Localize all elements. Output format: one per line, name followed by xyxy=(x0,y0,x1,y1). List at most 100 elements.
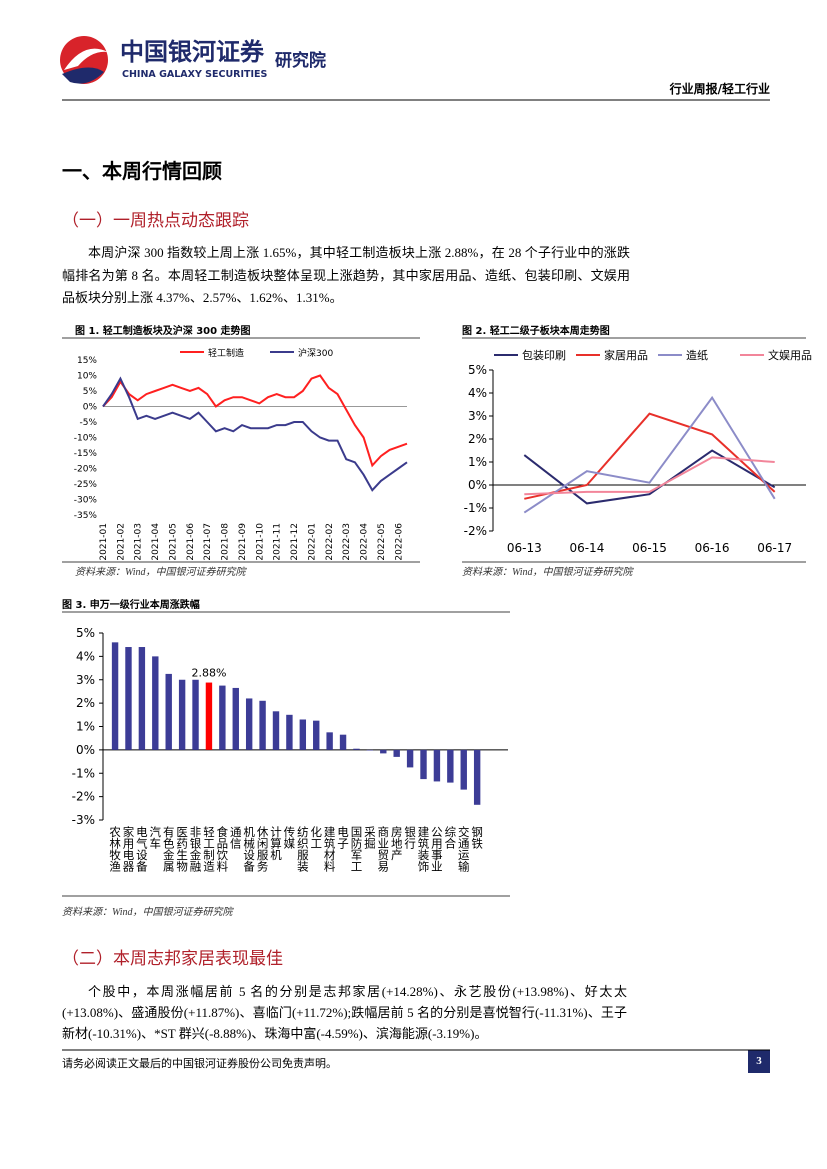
x-tick-label: 2022-01 xyxy=(307,523,317,561)
bar xyxy=(165,673,172,750)
line-series xyxy=(102,374,408,468)
y-tick-label: 0% xyxy=(468,478,487,492)
x-tick-label: 电子 xyxy=(336,826,350,849)
y-tick-label: -1% xyxy=(72,766,95,780)
x-tick-label: 轻工制造 xyxy=(202,825,216,872)
x-tick-label: 2021-06 xyxy=(186,523,196,561)
bar xyxy=(111,642,119,750)
y-tick-label: 15% xyxy=(77,356,97,366)
y-tick-label: 2% xyxy=(468,432,487,446)
y-tick-label: -20% xyxy=(74,465,98,475)
source-note: 资料来源：Wind，中国银河证券研究院 xyxy=(75,567,246,578)
x-tick-label: 汽车 xyxy=(148,825,162,850)
figure-caption: 图 3. 申万一级行业本周涨跌幅 xyxy=(62,600,200,611)
x-tick-label: 家用电器 xyxy=(121,825,135,873)
x-tick-label: 06-14 xyxy=(569,541,604,555)
bar xyxy=(152,656,159,750)
y-tick-label: -5% xyxy=(79,418,97,428)
x-tick-label: 交通运输 xyxy=(457,825,471,873)
y-tick-label: 5% xyxy=(468,363,487,377)
y-tick-label: 5% xyxy=(83,387,98,397)
logo-swirl xyxy=(64,48,108,70)
line-series xyxy=(524,412,776,500)
legend-label: 家居用品 xyxy=(604,348,648,362)
x-tick-label: 传媒 xyxy=(282,825,296,850)
y-tick-label: 1% xyxy=(468,455,487,469)
bar xyxy=(380,749,387,754)
x-tick-label: 计算机 xyxy=(269,826,283,861)
x-tick-label: 综合 xyxy=(443,825,457,849)
bar xyxy=(205,682,213,750)
logo-subtext: CHINA GALAXY SECURITIES xyxy=(122,69,268,80)
bar xyxy=(366,749,374,751)
bar xyxy=(219,685,226,750)
legend-label: 包装印刷 xyxy=(522,349,566,362)
x-tick-label: 2021-08 xyxy=(221,523,231,561)
bar xyxy=(299,719,307,750)
y-tick-label: -2% xyxy=(72,790,95,804)
y-tick-label: 3% xyxy=(468,409,487,423)
logo xyxy=(60,36,108,84)
x-tick-label: 电气设备 xyxy=(135,826,149,873)
x-tick-label: 2021-05 xyxy=(168,523,178,561)
x-tick-label: 2021-03 xyxy=(134,523,144,561)
bar xyxy=(259,700,266,750)
x-tick-label: 机械设备 xyxy=(242,825,256,873)
source-note: 资料来源：Wind，中国银河证券研究院 xyxy=(62,907,233,918)
x-tick-label: 2022-04 xyxy=(360,523,370,561)
x-tick-label: 2021-09 xyxy=(238,523,248,561)
source-note: 资料来源：Wind，中国银河证券研究院 xyxy=(462,567,633,578)
paragraph: 个股中，本周涨幅居前 5 名的分别是志邦家居(+14.28%)、永艺股份(+13… xyxy=(62,984,627,1041)
bar xyxy=(433,749,441,782)
x-tick-label: 06-17 xyxy=(757,541,792,555)
y-tick-label: 0% xyxy=(83,403,98,413)
x-tick-label: 2021-12 xyxy=(290,523,300,561)
legend-label: 文娱用品 xyxy=(768,348,812,362)
line-series xyxy=(524,456,775,496)
y-tick-label: -30% xyxy=(74,496,98,506)
figure-caption: 图 2. 轻工二级子板块本周走势图 xyxy=(462,326,610,337)
y-tick-label: -1% xyxy=(464,501,487,515)
page-number: 3 xyxy=(748,1050,770,1073)
x-tick-label: 2021-04 xyxy=(151,523,161,561)
institute: 研究院 xyxy=(275,50,326,71)
line-series xyxy=(102,376,408,492)
x-tick-label: 休闲服务 xyxy=(256,826,270,872)
y-tick-label: 4% xyxy=(468,386,487,400)
bar xyxy=(125,647,132,750)
x-tick-label: 银行 xyxy=(403,825,417,850)
disclaimer: 请务必阅读正文最后的中国银河证券股份公司免责声明。 xyxy=(62,1058,337,1070)
x-tick-label: 有色金属 xyxy=(162,825,176,873)
data-label: 2.88% xyxy=(191,667,226,680)
y-tick-label: 0% xyxy=(76,743,95,757)
bar xyxy=(313,720,320,750)
y-tick-label: -3% xyxy=(72,813,95,827)
y-tick-label: -25% xyxy=(74,480,98,490)
bar xyxy=(138,647,146,750)
x-tick-label: 通信 xyxy=(229,826,243,850)
x-tick-label: 2021-02 xyxy=(116,523,126,561)
x-tick-label: 06-16 xyxy=(695,541,730,555)
figure-caption: 图 1. 轻工制造板块及沪深 300 走势图 xyxy=(75,326,251,337)
bar xyxy=(245,698,253,750)
y-tick-label: 10% xyxy=(77,372,97,382)
bar xyxy=(473,749,481,805)
x-tick-label: 2022-05 xyxy=(377,523,387,561)
y-tick-label: 5% xyxy=(76,626,95,640)
x-tick-label: 2021-07 xyxy=(203,523,213,561)
x-tick-label: 医药生物 xyxy=(175,826,189,872)
legend-label: 轻工制造 xyxy=(208,347,244,359)
x-tick-label: 纺织服装 xyxy=(296,825,310,873)
bar xyxy=(393,749,400,757)
bar xyxy=(406,749,414,768)
x-tick-label: 2022-02 xyxy=(325,523,335,561)
logo-text: 中国银河证券 xyxy=(120,38,265,66)
y-tick-label: -35% xyxy=(74,511,98,521)
x-tick-label: 国防军工 xyxy=(349,826,363,872)
bar xyxy=(339,734,347,750)
line-series xyxy=(523,449,776,505)
subheading: （二）本周志邦家居表现最佳 xyxy=(62,949,283,969)
y-tick-label: -10% xyxy=(74,434,98,444)
bar xyxy=(326,732,333,750)
